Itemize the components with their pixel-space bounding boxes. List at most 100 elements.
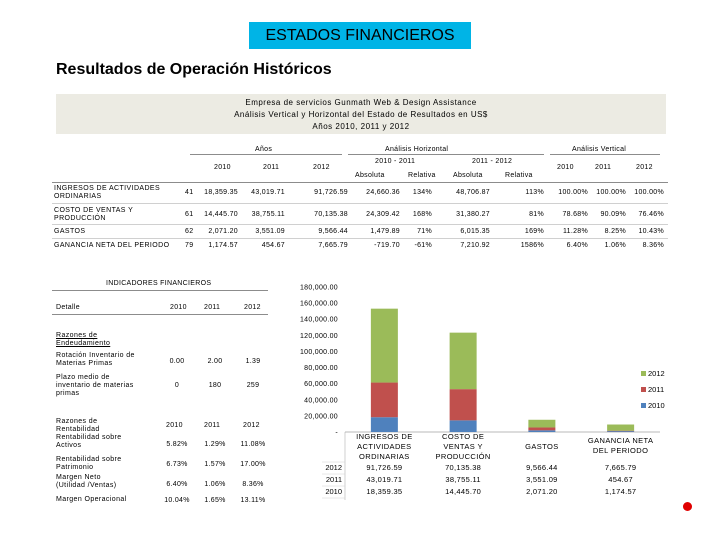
table-cell-code: 61 xyxy=(185,211,194,218)
col-year-2010: 2010 xyxy=(214,164,231,171)
table-cell-v2012: 100.00% xyxy=(634,189,664,196)
ind2-col-2012: 2012 xyxy=(243,422,260,429)
horizontal-analysis-header: Análisis Horizontal xyxy=(385,146,449,153)
table-cell-code: 41 xyxy=(185,189,194,196)
table-cell-abs2: 6,015.35 xyxy=(460,228,490,235)
table-cell-y2010: 1,174.57 xyxy=(208,242,238,249)
table-row-rule xyxy=(52,238,668,239)
indicator-label: Rentabilidad sobre Activos xyxy=(56,434,122,449)
indicator-value-v2010: 0.00 xyxy=(169,358,185,365)
data-label-2011: 43,019.71 xyxy=(366,475,402,484)
table-cell-y2011: 3,551.09 xyxy=(255,228,285,235)
y-tick-label: 20,000.00 xyxy=(304,413,338,420)
table-cell-rel2: 113% xyxy=(525,189,544,196)
table-cell-abs2: 7,210.92 xyxy=(460,242,490,249)
col-v-2012: 2012 xyxy=(636,164,653,171)
company-info-box: Empresa de servicios Gunmath Web & Desig… xyxy=(56,94,666,134)
data-table-series-2012: 2012 xyxy=(325,463,342,472)
col-year-2012: 2012 xyxy=(313,164,330,171)
bar-2011-1 xyxy=(449,389,477,421)
table-cell-rel2: 1586% xyxy=(520,242,544,249)
data-table-series-2010: 2010 xyxy=(325,487,342,496)
indicator-value-v2011: 1.06% xyxy=(204,481,226,488)
table-cell-rel1: 134% xyxy=(412,189,432,196)
indicator-label: Rotación Inventario de Materias Primas xyxy=(56,352,135,367)
group-endeudamiento: Razones de Endeudamiento xyxy=(56,332,111,347)
table-cell-y2012: 7,665.79 xyxy=(318,242,348,249)
table-cell-abs1: 24,660.36 xyxy=(366,189,400,196)
table-cell-y2010: 18,359.35 xyxy=(204,189,238,196)
ind-col-2012: 2012 xyxy=(244,304,261,311)
table-row-rule xyxy=(52,224,668,225)
x-category-label: GANANCIA NETA DEL PERIODO xyxy=(588,436,654,455)
indicator-value-v2012: 11.08% xyxy=(240,441,266,448)
vertical-header-rule xyxy=(550,154,660,155)
table-cell-v2012: 76.46% xyxy=(638,211,664,218)
table-cell-v2011: 90.09% xyxy=(600,211,626,218)
data-label-2012: 70,135.38 xyxy=(445,463,481,472)
ind2-col-2011: 2011 xyxy=(204,422,221,429)
indicator-label: Rentabilidad sobre Patrimonio xyxy=(56,456,122,471)
table-cell-abs1: 24,309.42 xyxy=(366,211,400,218)
bar-2010-0 xyxy=(370,417,398,432)
table-cell-v2011: 8.25% xyxy=(604,228,626,235)
y-tick-label: 160,000.00 xyxy=(300,301,338,308)
table-cell-rel1: 71% xyxy=(417,228,432,235)
indicator-value-v2012: 13.11% xyxy=(240,497,266,504)
indicator-value-v2012: 8.36% xyxy=(242,481,264,488)
indicators-title: INDICADORES FINANCIEROS xyxy=(106,280,212,287)
table-cell-y2012: 91,726.59 xyxy=(314,189,348,196)
table-cell-y2011: 454.67 xyxy=(261,242,285,249)
red-dot-icon xyxy=(683,502,692,511)
group-rentabilidad: Razones de Rentabilidad xyxy=(56,418,100,433)
horizontal-header-rule xyxy=(348,154,544,155)
table-cell-abs2: 48,706.87 xyxy=(456,189,490,196)
table-row-label: INGRESOS DE ACTIVIDADES ORDINARIAS xyxy=(54,185,161,200)
table-cell-abs2: 31,380.27 xyxy=(456,211,490,218)
indicator-value-v2012: 259 xyxy=(246,382,260,389)
table-cell-y2012: 9,566.44 xyxy=(318,228,348,235)
table-cell-code: 62 xyxy=(185,228,194,235)
y-tick-label: 140,000.00 xyxy=(300,317,338,324)
table-cell-v2010: 6.40% xyxy=(566,242,588,249)
table-cell-rel1: -61% xyxy=(414,242,432,249)
report-years: Años 2010, 2011 y 2012 xyxy=(312,122,410,131)
indicator-value-v2011: 180 xyxy=(208,382,222,389)
data-label-2010: 18,359.35 xyxy=(366,487,402,496)
legend-swatch-2010 xyxy=(641,403,646,408)
ind-col-2010: 2010 xyxy=(170,304,187,311)
data-label-2012: 7,665.79 xyxy=(605,463,637,472)
table-row-label: GANANCIA NETA DEL PERIODO xyxy=(54,242,170,249)
indicator-label: Plazo medio de inventario de materias pr… xyxy=(56,374,134,397)
data-label-2012: 9,566.44 xyxy=(526,463,558,472)
table-cell-rel1: 168% xyxy=(412,211,432,218)
bar-2010-2 xyxy=(528,430,556,432)
bar-2010-1 xyxy=(449,420,477,432)
indicator-value-v2011: 2.00 xyxy=(207,358,223,365)
period-2011-2012: 2011 - 2012 xyxy=(472,158,513,165)
indicator-value-v2012: 17.00% xyxy=(240,461,266,468)
bar-2012-3 xyxy=(607,424,635,431)
bar-2011-3 xyxy=(607,430,635,432)
table-cell-v2010: 11.28% xyxy=(562,228,588,235)
period-2010-2011: 2010 - 2011 xyxy=(375,158,416,165)
table-cell-y2010: 2,071.20 xyxy=(208,228,238,235)
y-tick-label: 80,000.00 xyxy=(304,365,338,372)
table-header-rule xyxy=(52,182,668,183)
legend-label-2012: 2012 xyxy=(648,369,665,378)
table-cell-y2012: 70,135.38 xyxy=(314,211,348,218)
data-label-2010: 2,071.20 xyxy=(526,487,558,496)
bar-2012-2 xyxy=(528,419,556,428)
data-label-2010: 1,174.57 xyxy=(605,487,637,496)
table-cell-v2011: 1.06% xyxy=(604,242,626,249)
vertical-analysis-header: Análisis Vertical xyxy=(572,146,627,153)
y-tick-label: 100,000.00 xyxy=(300,349,338,356)
indicator-label: Margen Neto (Utilidad /Ventas) xyxy=(56,474,117,489)
indicator-label: Margen Operacional xyxy=(56,496,127,503)
x-category-label: GASTOS xyxy=(525,442,559,451)
report-description: Análisis Vertical y Horizontal del Estad… xyxy=(234,110,488,119)
ind-col-2011: 2011 xyxy=(204,304,221,311)
indicator-value-v2010: 5.82% xyxy=(166,441,188,448)
legend-swatch-2012 xyxy=(641,371,646,376)
col-year-2011: 2011 xyxy=(263,164,280,171)
